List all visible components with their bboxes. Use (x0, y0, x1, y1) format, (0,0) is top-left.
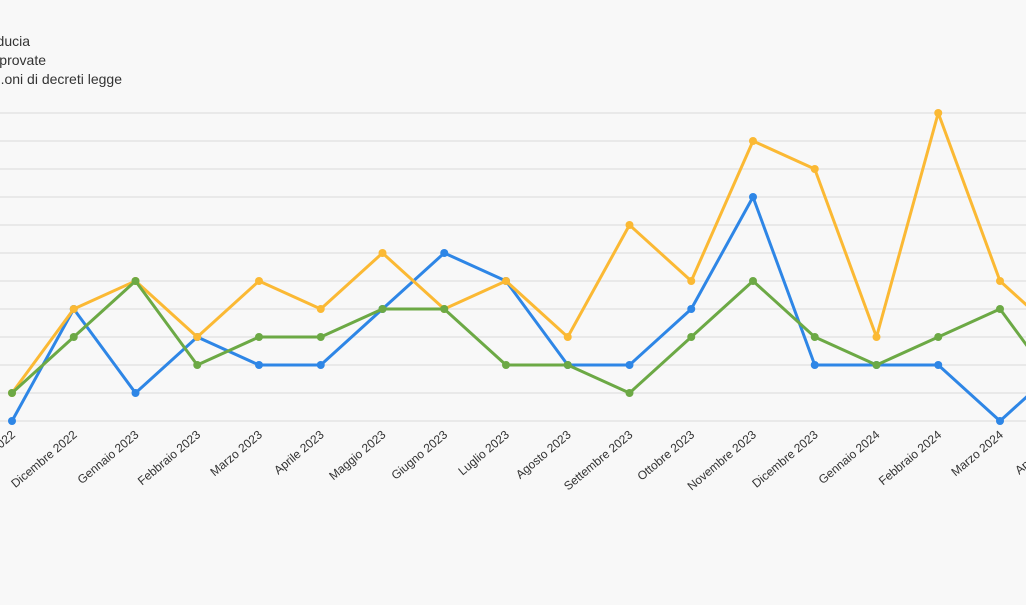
legend-label: ...oni di decreti legge (0, 71, 122, 87)
x-tick-label: Gennaio 2023 (75, 427, 142, 486)
data-point[interactable] (440, 305, 449, 313)
data-point[interactable] (378, 305, 387, 313)
data-point[interactable] (255, 277, 263, 285)
data-point[interactable] (996, 305, 1004, 313)
data-point[interactable] (934, 333, 943, 341)
data-point[interactable] (687, 277, 696, 285)
data-point[interactable] (193, 333, 202, 341)
data-point[interactable] (934, 109, 943, 117)
data-point[interactable] (440, 249, 449, 257)
data-point[interactable] (316, 361, 325, 369)
x-tick-label: Giugno 2023 (389, 427, 451, 482)
data-point[interactable] (996, 417, 1004, 425)
x-tick-label: Marzo 2023 (207, 427, 265, 479)
data-point[interactable] (687, 333, 696, 341)
x-tick-label: Gennaio 2024 (816, 427, 883, 486)
series-line-0[interactable] (10, 195, 1026, 423)
data-point[interactable] (316, 333, 325, 341)
x-tick-label: Maggio 2023 (326, 427, 388, 483)
data-point[interactable] (625, 221, 634, 229)
data-point[interactable] (8, 389, 16, 397)
x-tick-label: Aprile 2024 (1012, 427, 1026, 477)
data-point[interactable] (749, 193, 757, 201)
data-point[interactable] (69, 305, 78, 313)
legend-label: ...provate (0, 52, 46, 68)
data-point[interactable] (934, 361, 943, 369)
x-tick-label: Agosto 2023 (513, 427, 574, 481)
data-point[interactable] (625, 361, 634, 369)
data-point[interactable] (996, 277, 1004, 285)
x-tick-label: Luglio 2023 (455, 427, 512, 478)
data-point[interactable] (810, 361, 819, 369)
data-point[interactable] (625, 389, 634, 397)
legend-item-approvate[interactable]: ...provate (0, 51, 200, 70)
data-point[interactable] (872, 333, 881, 341)
data-point[interactable] (378, 249, 387, 257)
data-point[interactable] (749, 137, 757, 145)
data-point[interactable] (193, 361, 202, 369)
gridlines (0, 112, 1026, 422)
data-point[interactable] (563, 333, 572, 341)
data-point[interactable] (502, 277, 510, 285)
data-point[interactable] (872, 361, 881, 369)
data-point[interactable] (810, 165, 819, 173)
x-tick-label: Ottobre 2023 (635, 427, 698, 483)
x-tick-label: Dicembre 2023 (749, 427, 821, 490)
data-point[interactable] (69, 333, 78, 341)
legend: ...ducia ...provate ...oni di decreti le… (0, 32, 200, 89)
legend-item-conversioni[interactable]: ...oni di decreti legge (0, 70, 200, 89)
series-line-2[interactable] (10, 279, 1026, 395)
data-point[interactable] (8, 417, 16, 425)
series-line-1[interactable] (10, 111, 1026, 394)
x-tick-label: Dicembre 2022 (8, 427, 80, 490)
data-point[interactable] (810, 333, 819, 341)
data-point[interactable] (563, 361, 572, 369)
data-point[interactable] (255, 361, 263, 369)
data-point[interactable] (131, 277, 140, 285)
x-tick-label: Febbraio 2023 (135, 427, 204, 488)
legend-item-fiducia[interactable]: ...ducia (0, 32, 200, 51)
data-point[interactable] (255, 333, 263, 341)
data-point[interactable] (131, 389, 140, 397)
legend-label: ...ducia (0, 33, 30, 49)
x-tick-label: Aprile 2023 (271, 427, 327, 477)
data-point[interactable] (687, 305, 696, 313)
data-point[interactable] (316, 305, 325, 313)
data-point[interactable] (749, 277, 757, 285)
data-point[interactable] (502, 361, 510, 369)
x-tick-label: Marzo 2024 (948, 427, 1006, 479)
x-tick-label: Febbraio 2024 (876, 427, 945, 488)
